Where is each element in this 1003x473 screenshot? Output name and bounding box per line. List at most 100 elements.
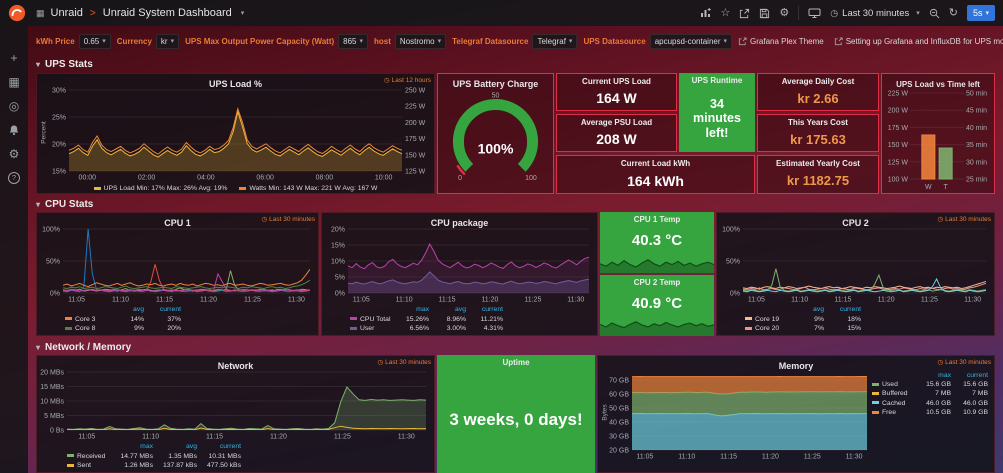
svg-text:150 W: 150 W <box>405 152 426 159</box>
panel-title[interactable]: Network <box>217 361 254 371</box>
variable-label: UPS Max Output Power Capacity (Watt) <box>185 36 335 46</box>
variable-dropdown[interactable]: 865 ▾ <box>338 33 369 49</box>
svg-text:40 GB: 40 GB <box>609 420 629 427</box>
sparkline <box>600 314 714 336</box>
stat-title[interactable]: Estimated Yearly Cost <box>776 159 860 168</box>
svg-text:30 min: 30 min <box>966 159 987 166</box>
variable-label: host <box>374 36 391 46</box>
chevron-down-icon[interactable]: ▾ <box>240 10 245 17</box>
refresh-interval-label: 5s <box>972 8 983 18</box>
grafana-logo[interactable] <box>8 4 26 22</box>
panel-memory-graph: Memory ◷ Last 30 minutes Bytes 20 GB 30 GB… <box>597 355 995 473</box>
chevron-down-icon: ▾ <box>36 59 41 69</box>
cpu-package-chart[interactable]: 0% 5% 10% 15% 20% 11:05 11:10 11:15 11:20 11:25 11… <box>324 226 594 303</box>
refresh-interval-dropdown[interactable]: 5s ▾ <box>966 5 995 21</box>
help-icon[interactable]: ? <box>6 170 22 185</box>
variable-label: Telegraf Datasource <box>452 36 529 46</box>
svg-text:225 W: 225 W <box>405 104 426 111</box>
series-toggle[interactable]: Core 3 <box>75 315 96 323</box>
cpu1-chart[interactable]: 0% 50% 100% 11:05 11:10 11:15 11:20 11:25 11:30 <box>39 226 315 303</box>
svg-text:11:20: 11:20 <box>270 434 287 441</box>
series-toggle[interactable]: Watts <box>249 185 267 192</box>
svg-text:45 min: 45 min <box>966 108 987 115</box>
series-toggle[interactable]: Core 8 <box>75 324 96 332</box>
explore-compass-icon[interactable]: ◎ <box>8 98 20 113</box>
ups-load-vs-time-chart[interactable]: 100 W 125 W 150 W 175 W 200 W 225 W 25 min 30 m… <box>884 87 992 192</box>
series-toggle[interactable]: Core 19 <box>755 315 780 323</box>
variable-dropdown[interactable]: kr ▾ <box>155 33 180 49</box>
legend: avg current Core 3 14% 37% Core 8 9% 20% <box>63 305 183 333</box>
settings-gear-icon[interactable]: ⚙ <box>779 6 790 19</box>
dashboards-icon[interactable]: ▦ <box>8 74 20 89</box>
panel-title[interactable]: CPU package <box>430 218 489 228</box>
stat-title[interactable]: Current UPS Load <box>582 77 651 86</box>
link-ups-monitoring-guide[interactable]: Setting up Grafana and InfluxDB for UPS … <box>834 37 1003 46</box>
series-toggle[interactable]: Core 20 <box>755 324 780 332</box>
add-panel-button[interactable] <box>700 7 712 19</box>
series-toggle[interactable]: Sent <box>77 461 91 469</box>
breadcrumb-org[interactable]: Unraid <box>50 7 83 19</box>
y-axis-label: Percent <box>40 120 48 144</box>
breadcrumb-dashboard[interactable]: Unraid System Dashboard <box>102 7 232 19</box>
svg-text:5 MBs: 5 MBs <box>44 413 64 420</box>
panel-estimated-yearly-cost: Estimated Yearly Cost kr 1182.75 <box>757 155 879 194</box>
panel-title[interactable]: UPS Load vs Time left <box>896 80 980 89</box>
stat-title[interactable]: CPU 2 Temp <box>633 278 681 287</box>
series-toggle[interactable]: Buffered <box>882 390 908 398</box>
zoom-out-button[interactable] <box>929 8 940 19</box>
network-chart[interactable]: 0 Bs 5 MBs 10 MBs 15 MBs 20 MBs 11:05 11:10 11:… <box>39 369 431 440</box>
series-toggle[interactable]: Cached <box>882 399 906 407</box>
stat-title[interactable]: Average Daily Cost <box>781 77 855 86</box>
save-button[interactable] <box>759 8 770 19</box>
svg-text:11:05: 11:05 <box>68 297 85 304</box>
panel-average-psu-load: Average PSU Load 208 W <box>556 114 677 152</box>
variable-dropdown[interactable]: Nostromo ▾ <box>394 33 447 49</box>
series-toggle[interactable]: User <box>360 324 375 332</box>
create-plus-icon[interactable]: + <box>10 50 18 65</box>
memory-chart[interactable]: 20 GB 30 GB 40 GB 50 GB 60 GB 70 GB 11:05 11:10… <box>606 369 872 460</box>
svg-text:11:25: 11:25 <box>244 297 261 304</box>
configuration-gear-icon[interactable]: ⚙ <box>8 146 20 161</box>
panel-cpu1-temp: CPU 1 Temp 40.3 °C <box>600 212 714 273</box>
svg-text:10 MBs: 10 MBs <box>40 399 64 406</box>
row-cpu-stats[interactable]: ▾ CPU Stats <box>36 197 93 211</box>
cpu2-chart[interactable]: 0% 50% 100% 11:05 11:10 11:15 11:20 11:25 11:30 <box>719 226 991 303</box>
panel-title[interactable]: CPU 1 <box>164 218 191 228</box>
variable-dropdown[interactable]: apcupsd-container ▾ <box>649 33 733 49</box>
stat-title[interactable]: Uptime <box>502 358 530 367</box>
svg-text:11:25: 11:25 <box>921 297 938 304</box>
star-icon[interactable]: ☆ <box>720 6 731 19</box>
variable-dropdown[interactable]: Telegraf ▾ <box>532 33 578 49</box>
series-toggle[interactable]: Free <box>882 408 896 416</box>
chevron-down-icon: ▾ <box>916 10 920 17</box>
svg-text:11:30: 11:30 <box>964 297 981 304</box>
series-toggle[interactable]: Received <box>77 452 106 460</box>
stat-title[interactable]: This Years Cost <box>788 118 848 127</box>
refresh-icon[interactable]: ↻ <box>948 6 958 19</box>
panel-title[interactable]: Memory <box>778 361 814 371</box>
stat-title[interactable]: UPS Runtime <box>691 76 743 85</box>
share-button[interactable] <box>739 8 750 19</box>
clock-icon: ◷ <box>937 216 944 223</box>
chevron-down-icon: ▾ <box>102 38 106 45</box>
row-network-memory[interactable]: ▾ Network / Memory <box>36 340 131 354</box>
stat-title[interactable]: CPU 1 Temp <box>633 215 681 224</box>
panel-title[interactable]: CPU 2 <box>842 218 869 228</box>
stat-title[interactable]: Average PSU Load <box>580 118 653 127</box>
chevron-down-icon: ▾ <box>723 38 728 45</box>
time-range-picker[interactable]: ◷ Last 30 minutes ▾ <box>830 8 919 19</box>
panel-current-load-kwh: Current Load kWh 164 kWh <box>556 155 755 194</box>
row-ups-stats[interactable]: ▾ UPS Stats <box>36 57 93 71</box>
variable-dropdown[interactable]: 0.65 ▾ <box>78 33 111 49</box>
stat-value: 3 weeks, 0 days! <box>449 410 583 429</box>
series-toggle[interactable]: CPU Total <box>360 315 391 323</box>
alerting-bell-icon[interactable] <box>6 122 22 137</box>
panel-title[interactable]: UPS Battery Charge <box>452 79 539 89</box>
series-toggle[interactable]: Used <box>882 381 898 389</box>
tv-mode-button[interactable] <box>808 7 821 19</box>
series-toggle[interactable]: UPS Load <box>103 185 135 192</box>
stat-title[interactable]: Current Load kWh <box>620 159 691 168</box>
panel-title[interactable]: UPS Load % <box>208 79 262 89</box>
link-grafana-plex-theme[interactable]: Grafana Plex Theme <box>738 37 824 46</box>
ups-load-chart[interactable]: 15% 20% 25% 30% 125 W 150 W 175 W 200 W 225 W 250… <box>45 87 432 182</box>
